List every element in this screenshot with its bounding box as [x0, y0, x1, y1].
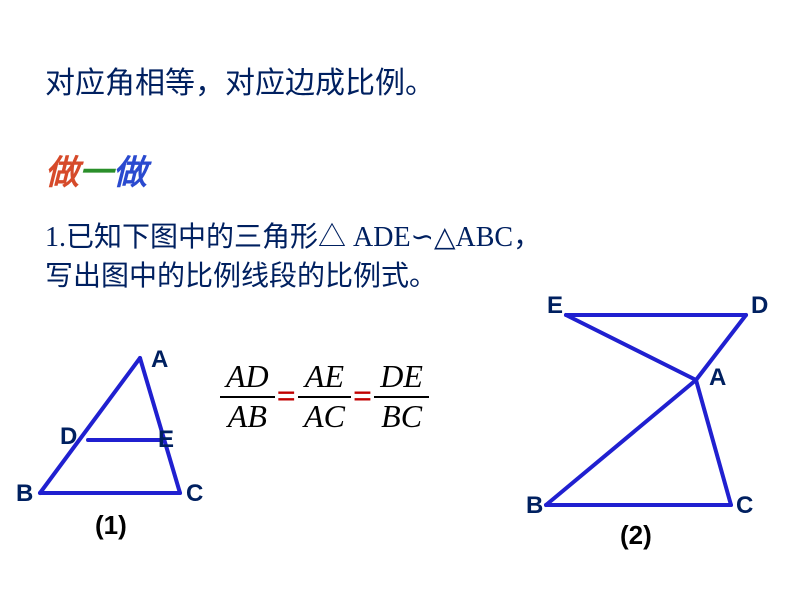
frac-num: DE — [374, 360, 429, 396]
vertex-label-C: C — [186, 480, 203, 508]
vertex-label-D: D — [60, 423, 77, 451]
vertex-label-B: B — [16, 480, 33, 508]
rainbow-char-2: 一 — [79, 145, 113, 194]
figure-1-caption: (1) — [95, 510, 127, 541]
problem-line-2: 写出图中的比例线段的比例式。 — [45, 257, 541, 296]
frac-den: AC — [298, 396, 351, 434]
fraction-ae-ac: AE AC — [298, 360, 351, 433]
frac-den: BC — [374, 396, 429, 434]
frac-num: AE — [298, 360, 351, 396]
vertex-label-E: E — [158, 426, 174, 454]
ratio-formula: AD AB = AE AC = DE BC — [220, 360, 429, 433]
figure-1: ABCDE — [30, 348, 230, 528]
vertex-label-D: D — [751, 292, 768, 320]
fraction-de-bc: DE BC — [374, 360, 429, 433]
vertex-label-A: A — [151, 346, 168, 374]
rainbow-char-3: 做 — [113, 145, 147, 194]
problem-text: 1.已知下图中的三角形△ ADE∽△ABC， 写出图中的比例线段的比例式。 — [45, 218, 541, 296]
rainbow-char-1: 做 — [45, 145, 79, 194]
figure-2-caption: (2) — [620, 520, 652, 551]
vertex-label-B: B — [526, 492, 543, 520]
vertex-label-C: C — [736, 492, 753, 520]
problem-line-1: 1.已知下图中的三角形△ ADE∽△ABC， — [45, 218, 541, 257]
vertex-label-A: A — [709, 364, 726, 392]
rainbow-title: 做一做 — [45, 145, 147, 194]
vertex-label-E: E — [547, 292, 563, 320]
page-heading: 对应角相等，对应边成比例。 — [45, 58, 435, 102]
figure-2: ABCDE — [536, 300, 776, 530]
equals-sign: = — [351, 378, 374, 416]
equals-sign: = — [275, 378, 298, 416]
